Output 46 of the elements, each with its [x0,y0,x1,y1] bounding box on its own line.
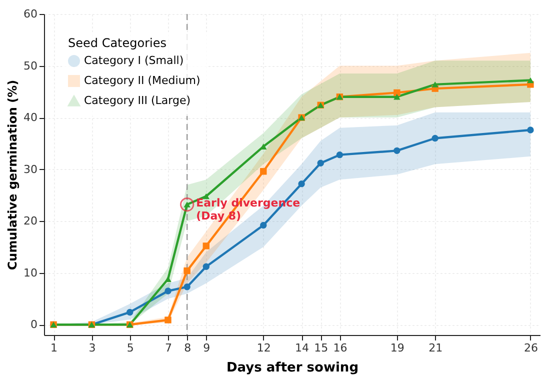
x-tick-label: 8 [184,342,192,354]
point [202,242,210,250]
point [394,147,400,154]
point [298,180,305,188]
point [394,89,400,96]
point [260,222,267,229]
point [126,308,134,316]
y-tick-label: 0 [30,318,38,332]
point [317,160,324,166]
point [184,284,190,290]
x-tick-label: 16 [333,342,348,354]
point [164,316,172,324]
x-tick-label: 14 [295,342,310,354]
point [202,263,210,270]
x-tick-label: 19 [390,342,404,354]
point [527,126,534,134]
point [184,267,190,274]
y-tick-label: 40 [24,111,38,124]
x-axis-title: Days after sowing [226,360,358,376]
point [432,134,438,142]
point [164,288,172,294]
x-tick-label: 26 [524,342,538,354]
x-tick-label: 21 [428,342,443,354]
point [432,82,438,88]
y-axis-title: Cumulative germination (%) [6,80,20,270]
x-tick-label: 12 [256,342,271,354]
x-tick-label: 3 [88,342,96,354]
y-tick-label: 60 [24,8,38,20]
legend-title: Seed Categories [68,36,166,50]
x-tick-label: 7 [165,342,172,354]
x-tick-label: 1 [50,342,58,354]
point [260,168,267,175]
legend-label: Category III (Large) [84,94,191,107]
x-tick-label: 15 [314,342,328,354]
point [394,94,400,100]
point [336,151,344,158]
x-tick-label: 9 [203,342,210,354]
y-tick-label: 10 [24,266,38,280]
y-tick-label: 30 [24,162,38,176]
legend-label: Category I (Small) [84,54,184,67]
y-tick-label: 50 [24,59,38,72]
legend-label: Category II (Medium) [84,74,200,87]
point [527,77,534,84]
y-tick-label: 20 [24,214,38,228]
x-tick-label: 5 [126,342,134,354]
point [164,276,172,282]
